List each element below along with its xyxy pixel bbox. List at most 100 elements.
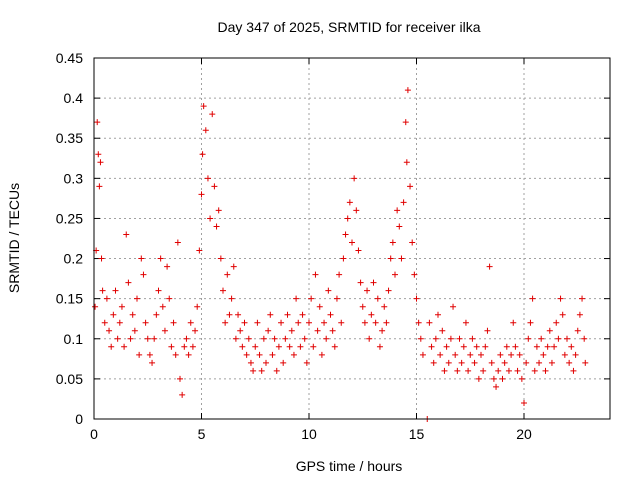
- data-point: [177, 375, 183, 382]
- data-point: [271, 335, 278, 342]
- data-point: [514, 367, 521, 374]
- data-point: [409, 239, 416, 246]
- data-point: [400, 199, 407, 206]
- y-tick-label: 0.15: [56, 291, 83, 307]
- data-point: [411, 271, 418, 278]
- data-point: [510, 319, 517, 326]
- data-point: [340, 255, 347, 262]
- data-point: [419, 351, 426, 358]
- data-point: [544, 343, 551, 350]
- data-point: [529, 295, 536, 302]
- data-point: [127, 335, 134, 342]
- y-axis-label: SRMTID / TECUs: [6, 183, 22, 293]
- data-point: [220, 287, 226, 294]
- data-point: [196, 247, 203, 254]
- data-point: [183, 335, 190, 342]
- data-point: [157, 255, 164, 262]
- data-point: [161, 327, 168, 334]
- data-point: [359, 303, 366, 310]
- data-point: [475, 375, 482, 382]
- data-point: [299, 311, 306, 318]
- data-point: [267, 311, 274, 318]
- data-point: [94, 119, 101, 126]
- data-point: [228, 295, 235, 302]
- data-point: [297, 343, 304, 350]
- data-point: [312, 271, 319, 278]
- data-point: [490, 375, 497, 382]
- data-point: [484, 327, 491, 334]
- data-point: [441, 367, 448, 374]
- data-point: [198, 191, 205, 198]
- data-point: [473, 343, 480, 350]
- data-point: [346, 199, 353, 206]
- data-point: [376, 343, 383, 350]
- data-point: [559, 311, 566, 318]
- data-point: [548, 359, 555, 366]
- data-point: [99, 287, 106, 294]
- data-point: [290, 351, 297, 358]
- data-point: [568, 343, 575, 350]
- data-point: [134, 295, 140, 302]
- data-point: [308, 295, 315, 302]
- data-point: [256, 351, 263, 358]
- x-tick-label: 15: [409, 426, 425, 442]
- data-point: [189, 343, 196, 350]
- data-point: [263, 359, 269, 366]
- data-point: [493, 383, 500, 390]
- data-point: [564, 335, 570, 342]
- data-point: [342, 231, 349, 238]
- data-point: [443, 343, 450, 350]
- data-point: [454, 367, 461, 374]
- y-tick-label: 0.05: [56, 371, 83, 387]
- data-point: [230, 263, 237, 270]
- data-point: [288, 327, 295, 334]
- data-point: [95, 151, 102, 158]
- data-point: [222, 319, 229, 326]
- data-point: [467, 351, 474, 358]
- data-point: [232, 335, 239, 342]
- data-point: [303, 359, 310, 366]
- grid: [94, 58, 610, 419]
- x-tick-label: 5: [198, 426, 206, 442]
- data-point: [243, 351, 250, 358]
- data-point: [187, 319, 194, 326]
- data-point: [357, 279, 364, 286]
- data-point: [136, 351, 143, 358]
- data-point: [185, 351, 192, 358]
- data-point: [321, 319, 328, 326]
- data-point: [351, 175, 358, 182]
- data-point: [546, 327, 553, 334]
- data-point: [432, 335, 439, 342]
- data-point: [439, 327, 446, 334]
- data-point: [170, 319, 177, 326]
- data-point: [164, 263, 171, 270]
- data-point: [209, 111, 216, 118]
- data-point: [355, 247, 362, 254]
- data-point: [254, 319, 261, 326]
- x-axis-label: GPS time / hours: [296, 458, 403, 474]
- data-point: [280, 359, 287, 366]
- data-point: [202, 127, 209, 134]
- data-point: [525, 335, 532, 342]
- data-point: [131, 327, 138, 334]
- data-point: [96, 183, 103, 190]
- data-point: [555, 335, 562, 342]
- data-point: [521, 399, 527, 406]
- data-point: [235, 311, 242, 318]
- y-tick-label: 0.35: [56, 130, 83, 146]
- data-point: [252, 343, 259, 350]
- data-point: [469, 335, 476, 342]
- data-point: [462, 319, 469, 326]
- data-point: [327, 311, 334, 318]
- data-point: [153, 311, 160, 318]
- data-point: [582, 359, 589, 366]
- data-point: [138, 255, 145, 262]
- data-point: [200, 103, 207, 110]
- data-point: [542, 367, 549, 374]
- data-point: [447, 335, 454, 342]
- data-point: [224, 271, 231, 278]
- data-point: [465, 367, 472, 374]
- data-point: [123, 231, 130, 238]
- x-tick-label: 20: [516, 426, 532, 442]
- data-point: [381, 303, 388, 310]
